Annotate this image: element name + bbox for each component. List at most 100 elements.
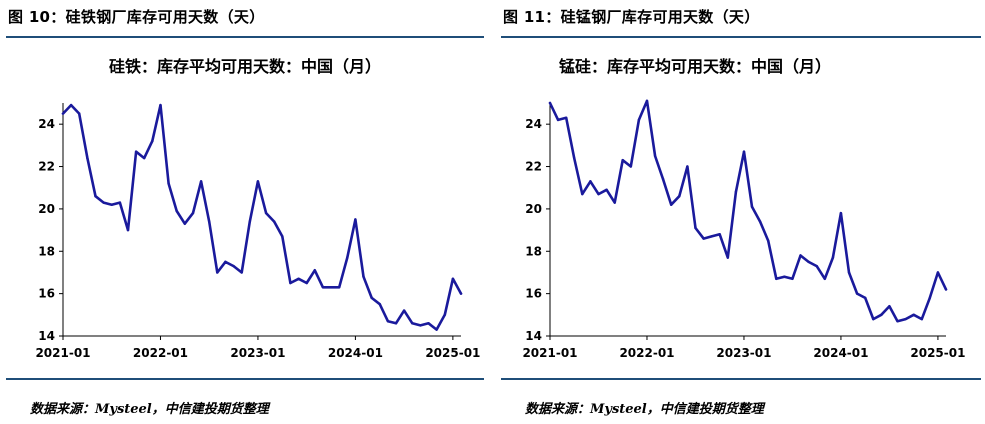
data-point: [354, 218, 357, 221]
data-point: [240, 271, 243, 274]
x-tick-label: 2023-01: [716, 346, 771, 360]
data-point: [329, 286, 333, 289]
figure-title: 图 11：硅锰钢厂库存可用天数（天）: [503, 8, 760, 26]
data-point: [289, 281, 292, 285]
data-point: [126, 228, 130, 232]
line-chart-silicomanganese: 锰硅：库存平均可用天数：中国（月） 14 16 18 20 22 24 2021-01 2022…: [522, 57, 965, 360]
data-point: [589, 180, 592, 183]
data-point: [839, 211, 843, 215]
data-point: [912, 313, 915, 317]
data-point: [653, 154, 657, 158]
data-point: [880, 313, 883, 317]
y-tick-label: 22: [525, 160, 542, 174]
data-point: [613, 201, 616, 204]
series-line: [61, 103, 463, 331]
data-point: [134, 150, 138, 153]
data-point: [621, 158, 624, 162]
data-point: [783, 275, 786, 278]
data-point: [337, 286, 341, 289]
bottom-rule: [501, 378, 981, 380]
data-point: [443, 313, 446, 317]
data-point: [346, 256, 349, 259]
data-point: [386, 319, 390, 323]
x-tick-label: 2025-01: [425, 346, 480, 360]
data-point: [110, 203, 113, 206]
data-point: [944, 288, 948, 291]
data-point: [847, 271, 851, 274]
x-tick-label: 2024-01: [813, 346, 868, 360]
data-point: [872, 317, 875, 321]
data-point: [823, 277, 826, 281]
data-point: [573, 156, 576, 160]
data-point: [199, 180, 203, 183]
x-tick-label: 2024-01: [328, 346, 383, 360]
data-point: [831, 256, 835, 259]
data-point: [281, 235, 284, 238]
data-point: [402, 309, 406, 312]
data-point: [321, 286, 325, 289]
data-point: [702, 237, 705, 240]
data-point: [920, 317, 923, 321]
data-point: [758, 220, 762, 223]
data-point: [305, 281, 308, 285]
data-point: [297, 277, 300, 281]
data-point: [799, 254, 802, 257]
data-point: [686, 165, 689, 168]
data-point: [378, 303, 381, 306]
x-tick-label: 2025-01: [910, 346, 965, 360]
data-point: [896, 319, 899, 323]
data-point: [272, 220, 276, 223]
data-point: [232, 264, 235, 268]
data-point: [427, 322, 430, 325]
data-point: [791, 277, 794, 281]
data-point: [151, 139, 154, 143]
x-tick-label: 2022-01: [619, 346, 674, 360]
data-point: [435, 328, 438, 331]
data-point: [175, 209, 178, 213]
x-tick-label: 2022-01: [133, 346, 188, 360]
x-tick-label: 2021-01: [35, 346, 90, 360]
data-point: [102, 201, 105, 204]
data-point: [183, 222, 187, 225]
data-point: [936, 271, 940, 274]
data-point: [224, 260, 227, 264]
data-point: [69, 103, 73, 107]
data-point: [94, 195, 97, 198]
chart-title: 锰硅：库存平均可用天数：中国（月）: [559, 57, 831, 76]
data-point: [718, 233, 721, 236]
top-rule: [6, 36, 484, 38]
line-chart-ferrosilicon: 硅铁：库存平均可用天数：中国（月） 14 16 18 20 22 24 2021-01 2022…: [35, 57, 480, 360]
data-point: [564, 116, 568, 120]
y-tick-label: 14: [525, 329, 542, 343]
data-point: [548, 101, 552, 105]
data-point: [78, 112, 81, 115]
data-point: [86, 156, 89, 160]
top-rule: [501, 36, 981, 38]
data-point: [451, 277, 455, 281]
chart-title: 硅铁：库存平均可用天数：中国（月）: [109, 57, 381, 76]
data-point: [928, 296, 932, 300]
source-note: 数据来源：Mysteel，中信建投期货整理: [525, 402, 764, 417]
y-tick-label: 24: [525, 117, 542, 131]
data-point: [750, 205, 754, 208]
data-point: [362, 275, 365, 278]
y-tick-label: 22: [38, 160, 55, 174]
y-tick-label: 18: [525, 244, 542, 258]
data-point: [411, 322, 414, 325]
data-point: [863, 296, 867, 300]
data-point: [694, 226, 697, 230]
data-point: [807, 260, 810, 264]
data-point: [459, 292, 463, 295]
data-point: [143, 156, 146, 160]
data-point: [167, 182, 170, 185]
y-tick-label: 24: [38, 117, 55, 131]
data-point: [742, 150, 746, 153]
data-point: [556, 118, 560, 122]
y-tick-label: 16: [38, 287, 55, 301]
data-point: [726, 256, 729, 259]
data-point: [637, 118, 641, 122]
bottom-rule: [6, 378, 484, 380]
data-point: [645, 99, 649, 103]
figure-title: 图 10：硅铁钢厂库存可用天数（天）: [8, 8, 265, 26]
data-point: [248, 220, 252, 223]
